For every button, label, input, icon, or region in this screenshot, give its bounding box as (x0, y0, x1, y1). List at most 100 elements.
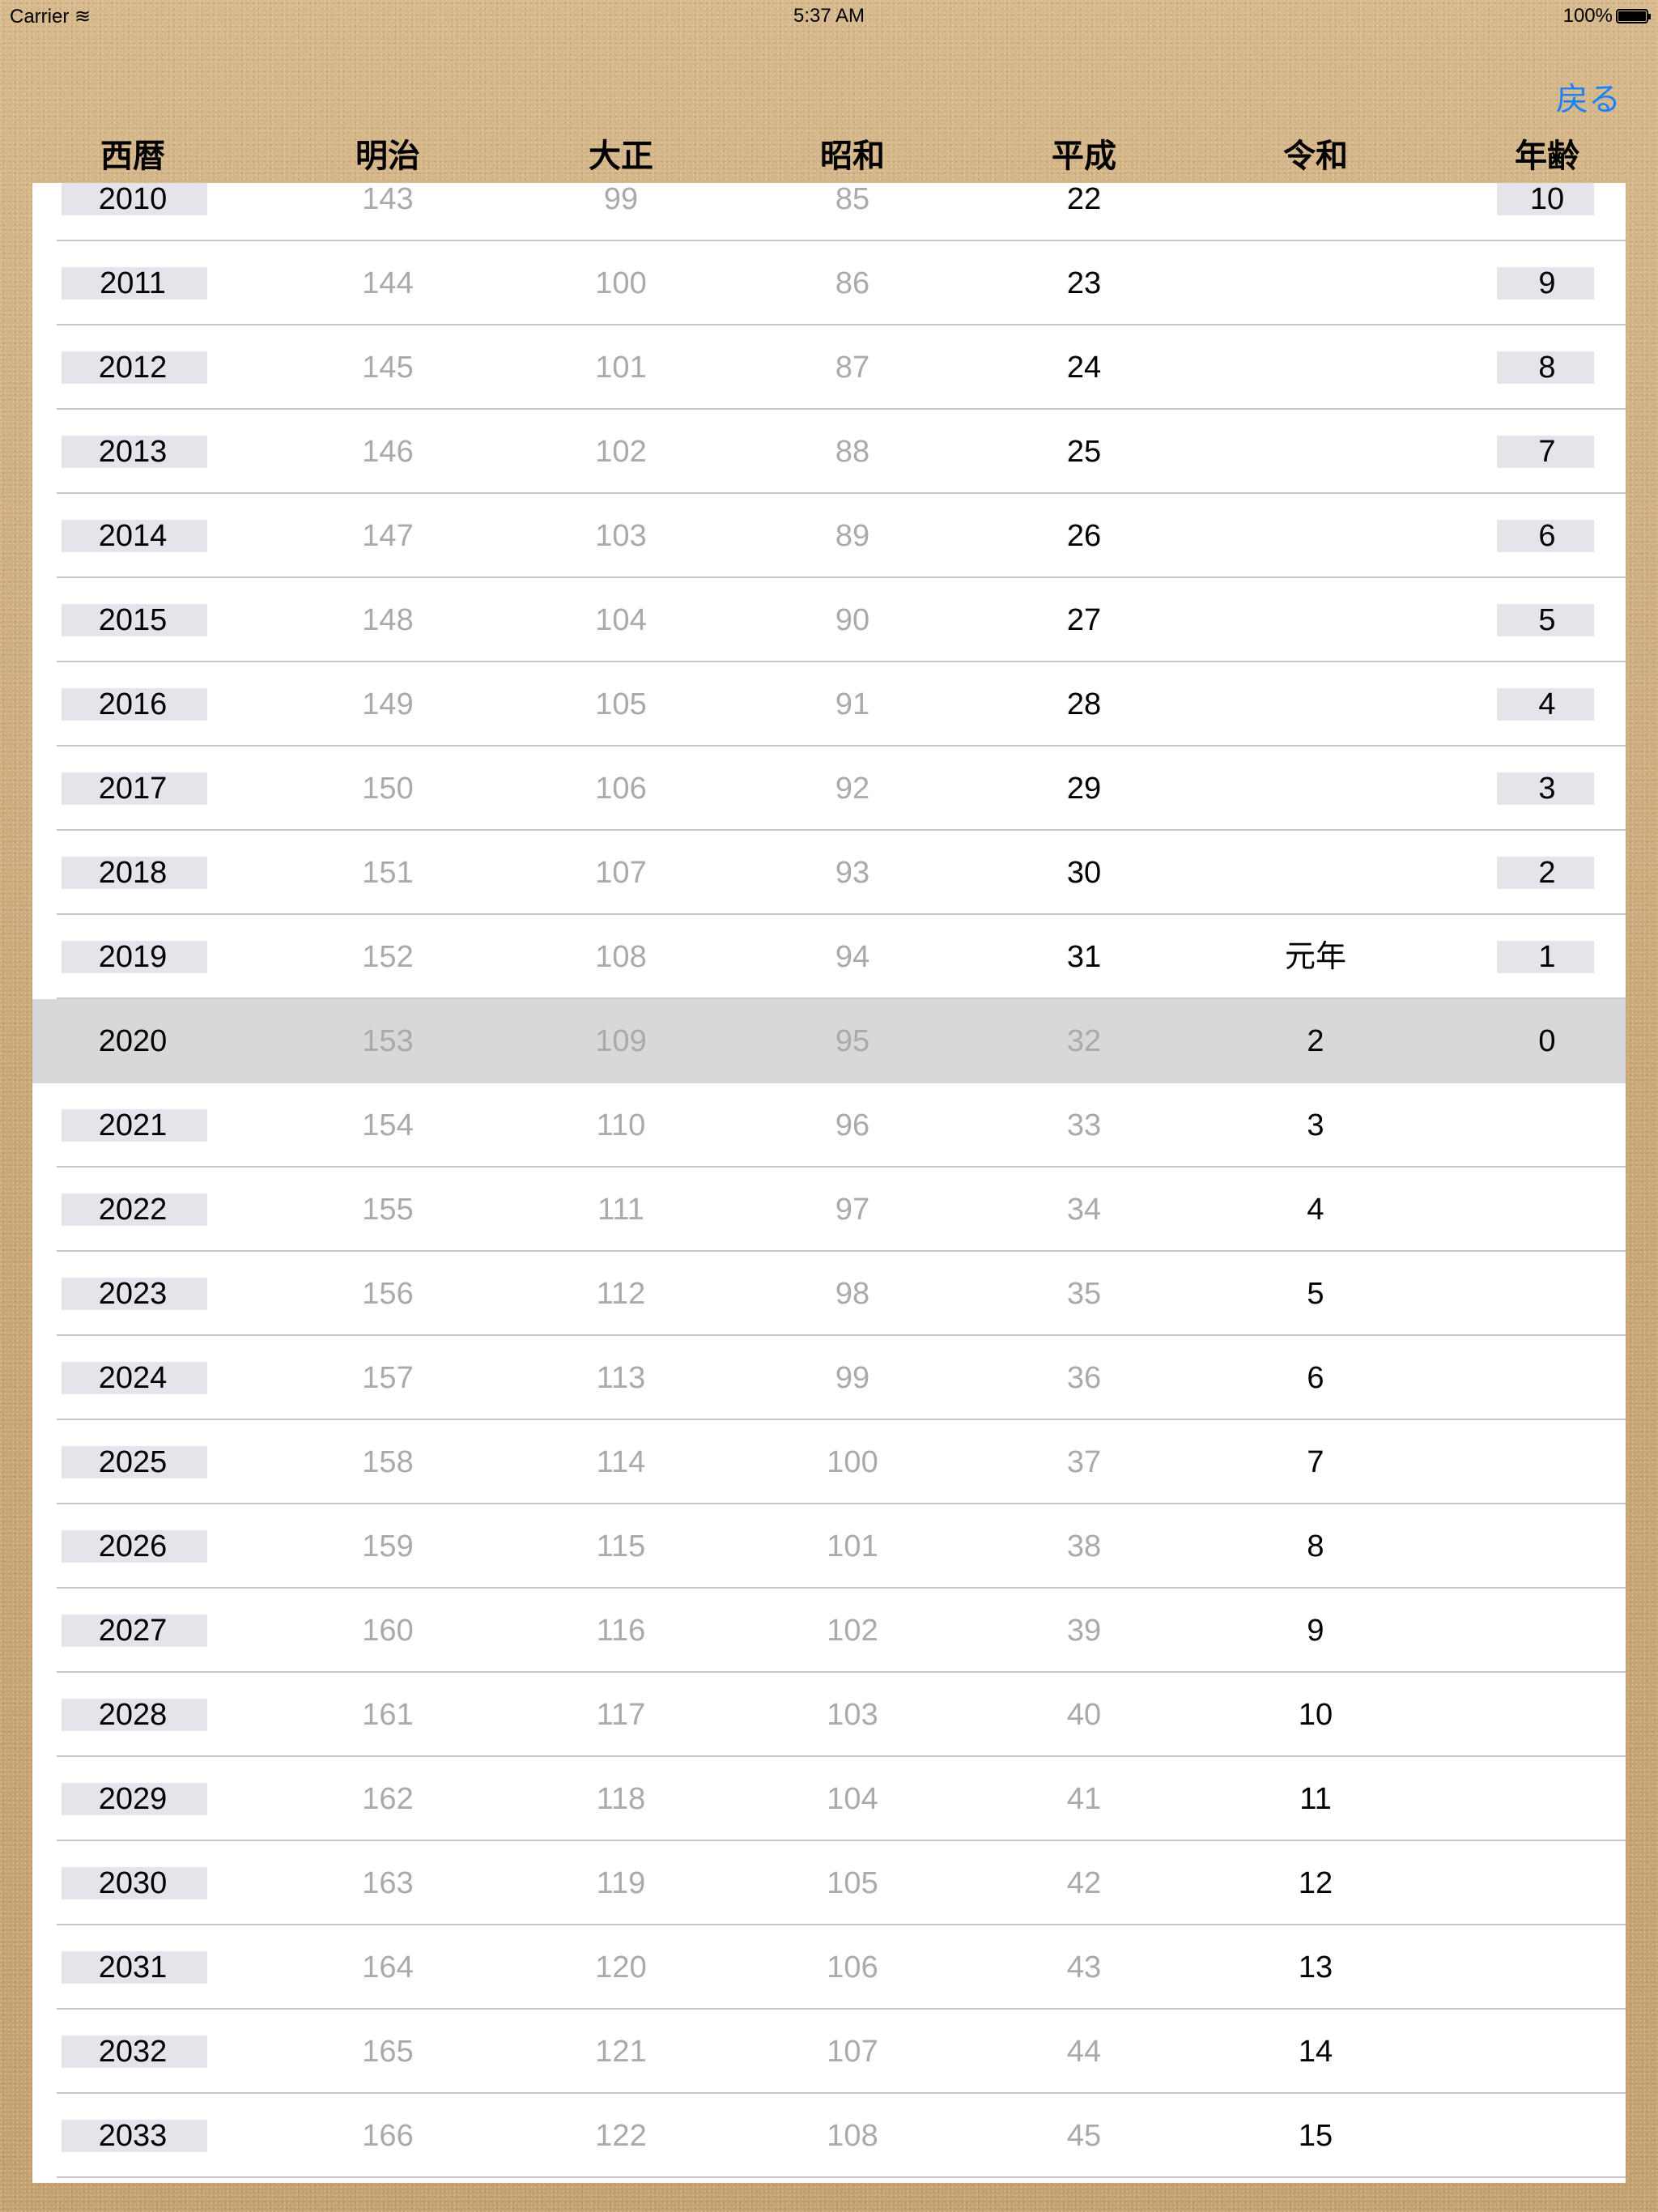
taisho-cell: 99 (603, 183, 639, 216)
year-cell: 2012 (98, 351, 168, 385)
table-row[interactable]: 2014 147 103 89 26 6 (32, 494, 1626, 578)
taisho-cell: 110 (596, 1108, 646, 1142)
showa-cell: 98 (835, 1277, 870, 1311)
meiji-cell: 145 (362, 351, 414, 385)
taisho-cell: 114 (596, 1445, 646, 1479)
showa-cell: 95 (835, 1024, 870, 1058)
year-cell: 2015 (98, 603, 168, 637)
year-badge (62, 604, 207, 636)
table-row[interactable]: 2015 148 104 90 27 5 (32, 578, 1626, 662)
showa-cell: 105 (827, 1866, 878, 1900)
meiji-cell: 162 (362, 1782, 414, 1816)
heisei-cell: 26 (1066, 519, 1102, 553)
table-row[interactable]: 2023 156 112 98 35 5 (32, 1252, 1626, 1336)
table-row[interactable]: 2019 152 108 94 31 元年 1 (32, 915, 1626, 999)
row-separator (57, 1671, 1626, 1673)
showa-cell: 85 (835, 183, 870, 216)
row-separator (57, 1755, 1626, 1757)
heisei-cell: 35 (1066, 1277, 1102, 1311)
meiji-cell: 165 (362, 2035, 414, 2069)
reiwa-cell: 8 (1307, 1529, 1324, 1563)
table-row[interactable]: 2010 143 99 85 22 10 (32, 183, 1626, 241)
taisho-cell: 119 (596, 1866, 646, 1900)
header-reiwa: 令和 (1283, 138, 1348, 175)
meiji-cell: 158 (362, 1445, 414, 1479)
age-badge (1497, 436, 1594, 468)
year-badge (62, 688, 207, 721)
reiwa-cell: 13 (1298, 1950, 1333, 1984)
taisho-cell: 122 (595, 2119, 647, 2153)
reiwa-cell: 3 (1307, 1108, 1324, 1142)
table-row[interactable]: 2030 163 119 105 42 12 (32, 1841, 1626, 1925)
age-cell: 3 (1538, 772, 1556, 806)
table-row[interactable]: 2025 158 114 100 37 7 (32, 1420, 1626, 1504)
row-separator (57, 2008, 1626, 2010)
table-row[interactable]: 2012 145 101 87 24 8 (32, 325, 1626, 410)
row-separator (57, 408, 1626, 410)
year-badge (62, 1362, 207, 1394)
taisho-cell: 109 (595, 1024, 647, 1058)
year-cell: 2024 (98, 1361, 168, 1395)
age-cell: 6 (1538, 519, 1556, 553)
table-row[interactable]: 2022 155 111 97 34 4 (32, 1168, 1626, 1252)
table-row-selected[interactable]: 2020 153 109 95 32 2 0 (32, 999, 1626, 1083)
heisei-cell: 29 (1066, 772, 1102, 806)
age-cell: 1 (1538, 940, 1556, 974)
showa-cell: 101 (827, 1529, 878, 1563)
year-badge (62, 1867, 207, 1899)
taisho-cell: 116 (596, 1614, 646, 1648)
showa-cell: 102 (827, 1614, 878, 1648)
table-row[interactable]: 2029 162 118 104 41 11 (32, 1757, 1626, 1841)
wifi-icon: ≋ (74, 6, 91, 28)
row-separator (57, 829, 1626, 831)
age-cell: 0 (1538, 1024, 1556, 1058)
showa-cell: 96 (835, 1108, 870, 1142)
header-age: 年齢 (1515, 138, 1579, 175)
year-cell: 2032 (98, 2035, 168, 2069)
row-separator (57, 1587, 1626, 1589)
showa-cell: 89 (835, 519, 870, 553)
taisho-cell: 111 (597, 1193, 644, 1227)
year-badge (62, 267, 207, 300)
taisho-cell: 105 (595, 687, 647, 721)
year-badge (62, 1109, 207, 1142)
table-row[interactable]: 2033 166 122 108 45 15 (32, 2094, 1626, 2178)
heisei-cell: 43 (1066, 1950, 1102, 1984)
table-row[interactable]: 2031 164 120 106 43 13 (32, 1925, 1626, 2010)
taisho-cell: 100 (595, 266, 647, 300)
battery-icon (1616, 9, 1651, 23)
showa-cell: 106 (827, 1950, 878, 1984)
showa-cell: 92 (835, 772, 870, 806)
year-cell: 2031 (98, 1950, 168, 1984)
back-button[interactable]: 戻る (1556, 81, 1621, 118)
age-badge (1497, 183, 1594, 215)
heisei-cell: 38 (1066, 1529, 1102, 1563)
heisei-cell: 33 (1066, 1108, 1102, 1142)
heisei-cell: 37 (1066, 1445, 1102, 1479)
table-row[interactable]: 2026 159 115 101 38 8 (32, 1504, 1626, 1589)
table-row[interactable]: 2021 154 110 96 33 3 (32, 1083, 1626, 1168)
heisei-cell: 40 (1066, 1698, 1102, 1732)
meiji-cell: 144 (362, 266, 414, 300)
taisho-cell: 117 (596, 1698, 646, 1732)
year-cell: 2028 (98, 1698, 168, 1732)
table-row[interactable]: 2018 151 107 93 30 2 (32, 831, 1626, 915)
table-row[interactable]: 2032 165 121 107 44 14 (32, 2010, 1626, 2094)
row-separator (57, 2092, 1626, 2094)
table-row[interactable]: 2027 160 116 102 39 9 (32, 1589, 1626, 1673)
table-row[interactable]: 2028 161 117 103 40 10 (32, 1673, 1626, 1757)
age-cell: 2 (1538, 856, 1556, 890)
row-separator (57, 1166, 1626, 1168)
year-badge (62, 857, 207, 889)
showa-cell: 107 (827, 2035, 878, 2069)
table-row[interactable]: 2013 146 102 88 25 7 (32, 410, 1626, 494)
table-row[interactable]: 2011 144 100 86 23 9 (32, 241, 1626, 325)
table-row[interactable]: 2016 149 105 91 28 4 (32, 662, 1626, 747)
reiwa-cell: 5 (1307, 1277, 1324, 1311)
table-row[interactable]: 2024 157 113 99 36 6 (32, 1336, 1626, 1420)
era-table[interactable]: 2010 143 99 85 22 10 2011 144 100 86 23 9 2012 145 101… (32, 183, 1626, 2183)
heisei-cell: 30 (1066, 856, 1102, 890)
showa-cell: 88 (835, 435, 870, 469)
age-badge (1497, 772, 1594, 805)
table-row[interactable]: 2017 150 106 92 29 3 (32, 747, 1626, 831)
